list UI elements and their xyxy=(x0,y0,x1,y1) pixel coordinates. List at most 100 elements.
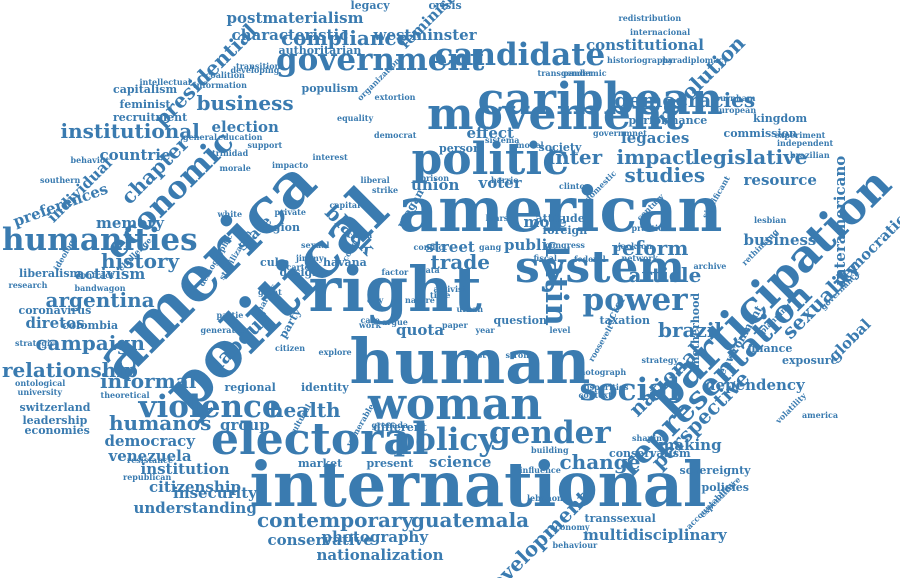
word-extortion: extortion xyxy=(374,92,416,102)
word-republican: republican xyxy=(123,472,172,482)
word-taxation: taxation xyxy=(599,313,651,327)
word-citizenship: citizenship xyxy=(149,477,241,496)
word-finance: finance xyxy=(747,341,793,355)
word-paradiplomacy: paradiplomacy xyxy=(662,55,728,65)
word-intellectual: intellectual xyxy=(139,77,191,87)
word-design: design xyxy=(279,265,321,279)
word-explore: explore xyxy=(318,347,352,357)
word-year: year xyxy=(475,325,495,335)
word-memory: memory xyxy=(96,213,164,232)
word-liberal: liberal xyxy=(360,175,390,185)
word-international: international xyxy=(249,448,707,521)
word-street: street xyxy=(425,237,475,256)
word-present: present xyxy=(366,456,414,470)
word-voter: voter xyxy=(478,173,522,192)
word-economies: economies xyxy=(24,423,90,437)
word-brazilian: brazilian xyxy=(790,150,830,160)
word-equality: equality xyxy=(337,113,374,123)
word-article: article xyxy=(628,263,702,287)
word-dependency: dependency xyxy=(705,375,805,394)
word-grenada: grenada xyxy=(371,420,409,430)
word-impact: impact xyxy=(616,145,694,169)
word-politic: politic xyxy=(411,134,569,185)
word-sistema: sistema xyxy=(485,135,520,145)
word-making: making xyxy=(658,435,722,454)
word-quota: quota xyxy=(396,320,445,339)
word-great: great xyxy=(258,287,282,297)
word-multidisciplinary: multidisciplinary xyxy=(583,525,727,544)
word-china: china xyxy=(347,230,373,240)
word-capitalism: capitalism xyxy=(113,82,178,96)
word-city: city xyxy=(367,295,384,305)
word-institution: institution xyxy=(140,459,230,478)
word-coronavirus: coronavirus xyxy=(18,303,92,317)
word-regional: regional xyxy=(224,380,276,394)
word-identity: identity xyxy=(301,380,349,394)
word-guatemala: guatemala xyxy=(411,508,530,532)
word-sovereignty: sovereignty xyxy=(679,463,751,477)
word-union: union xyxy=(411,175,460,194)
word-woman: woman xyxy=(368,379,543,430)
word-factor: factor xyxy=(381,267,409,277)
word-change: change xyxy=(559,450,641,474)
word-economy: economy xyxy=(550,522,590,532)
word-photography: photography xyxy=(321,527,429,546)
word-strong: strong xyxy=(505,350,535,360)
word-effect: effect xyxy=(466,123,514,142)
word-health: health xyxy=(269,398,341,422)
word-ontological: ontological xyxy=(15,378,66,388)
word-prison: prison xyxy=(420,173,450,183)
word-activist: activist xyxy=(433,284,467,294)
word-understanding: understanding xyxy=(133,498,257,517)
word-experiment: experiment xyxy=(774,130,826,140)
word-studies: studies xyxy=(624,163,706,187)
word-countrie: countrie xyxy=(99,145,171,164)
word-inter: inter xyxy=(547,145,603,169)
word-strike: strike xyxy=(372,185,399,195)
word-barrio: barrio xyxy=(491,175,519,185)
word-behavior: behavior xyxy=(70,155,110,165)
word-person: person xyxy=(439,141,482,155)
word-jackson: jackson xyxy=(618,241,653,251)
word-caribbean: caribbean xyxy=(477,74,723,125)
word-democracy: democracy xyxy=(104,431,196,450)
word-gang: gang xyxy=(479,242,502,252)
word-time: time xyxy=(430,290,451,300)
word-violence: violence xyxy=(138,388,282,425)
word-nature: nature xyxy=(405,295,435,305)
word-information: information xyxy=(193,80,247,90)
word-photograph: photograph xyxy=(574,367,627,377)
word-impacto: impacto xyxy=(272,160,309,170)
word-democracies: democracies xyxy=(614,88,756,112)
word-developing: developing xyxy=(230,65,280,75)
word-cuba: cuba xyxy=(260,255,290,269)
word-informal: informal xyxy=(100,369,197,393)
word-transsexual: transsexual xyxy=(584,511,656,525)
word-morale: morale xyxy=(219,163,251,173)
word-most: most xyxy=(464,350,486,360)
word-contract: contract xyxy=(76,270,114,280)
word-trinidad: trinidad xyxy=(212,148,249,158)
word-practice: practice xyxy=(631,223,669,233)
word-lahrs: lahrs xyxy=(485,213,509,223)
word-pandemic: pandemic xyxy=(563,68,607,78)
word-capital: capital xyxy=(329,200,361,210)
word-contemporary: contemporary xyxy=(257,508,414,532)
word-foreign: foreign xyxy=(542,223,588,237)
word-motherhood: motherhood xyxy=(688,292,702,368)
word-nationalization: nationalization xyxy=(316,545,444,564)
word-feminist: feminist xyxy=(119,97,171,111)
word-system: system xyxy=(515,242,685,293)
word-business: business xyxy=(196,91,294,115)
word-more: more xyxy=(523,212,567,231)
word-citizen: citizen xyxy=(275,343,306,353)
word-election: election xyxy=(211,117,279,136)
word-havana: havana xyxy=(323,255,367,269)
word-colombia: colombia xyxy=(62,318,119,332)
word-interamericano: interamericano xyxy=(830,155,849,285)
word-redistribution: redistribution xyxy=(618,13,682,23)
word-interest: interest xyxy=(312,152,348,162)
word-coalition: coalition xyxy=(205,70,245,80)
word-strategic: strategic xyxy=(15,338,55,348)
